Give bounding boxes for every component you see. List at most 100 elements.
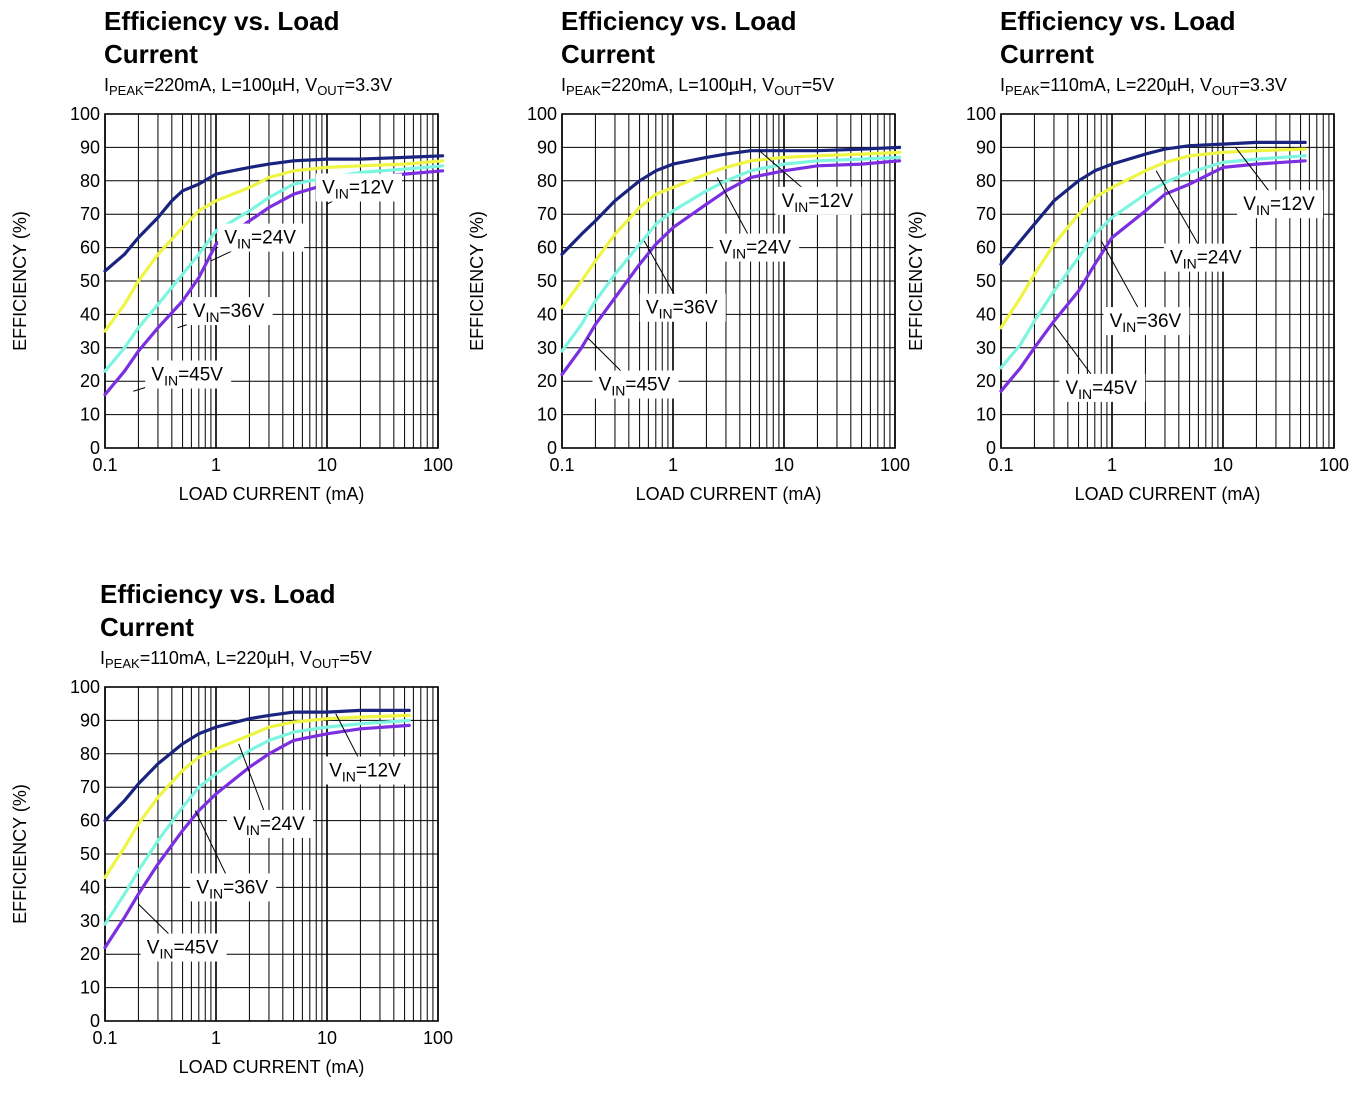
annotation-label: VIN=45V [151,365,223,389]
series-annotation: VIN=12V [1235,147,1324,219]
y-tick-label: 90 [976,137,996,157]
x-tick-label: 1 [1107,455,1117,475]
annotation-label: VIN=36V [646,298,718,322]
subtitle-part: =110mA, L=220µH, V [1039,75,1212,95]
annotation-label-bg [1103,307,1190,336]
y-tick-label: 10 [976,405,996,425]
series-annotation: VIN=24V [1155,170,1250,272]
annotation-label-bg [1059,373,1146,402]
x-tick-label: 0.1 [92,1028,117,1048]
y-tick-label: 10 [80,405,100,425]
subtitle-part: =5V [801,75,835,95]
y-tick-label: 90 [80,137,100,157]
y-tick-label: 80 [976,171,996,191]
series-line [103,713,411,879]
efficiency-chart-svg: 0 10 20 30 40 50 60 70 80 90 100 0.1 1 10 100 LOAD CURR… [906,104,1349,504]
subtitle-subscript: OUT [311,656,340,671]
y-tick-label: 100 [527,104,557,124]
efficiency-chart-svg: 0 10 20 30 40 50 60 70 80 90 100 0.1 1 10 100 LOAD CURR… [10,677,453,1077]
y-tick-label: 0 [986,438,996,458]
subtitle-part: =3.3V [1239,75,1287,95]
annotation-label: VIN=12V [1243,194,1315,218]
series-annotation: VIN=36V [639,240,726,322]
x-tick-label: 0.1 [988,455,1013,475]
y-tick-label: 30 [80,338,100,358]
y-tick-label: 60 [537,238,557,258]
subtitle-subscript: PEAK [1005,83,1040,98]
chart-subtitle: IPEAK=110mA, L=220µH, VOUT=3.3V [1000,75,1287,98]
efficiency-chart-svg: 0 10 20 30 40 50 60 70 80 90 100 0.1 1 10 100 LOAD CURR… [467,104,910,504]
series-annotation: VIN=12V [759,150,862,215]
series-annotation: VIN=45V [138,903,227,962]
x-tick-label: 0.1 [92,455,117,475]
annotation-label-bg [190,873,277,902]
annotation-label-bg [323,756,410,785]
series-line [103,718,411,926]
y-tick-label: 80 [80,171,100,191]
chart-subtitle: IPEAK=110mA, L=220µH, VOUT=5V [100,648,372,671]
y-tick-label: 0 [90,1011,100,1031]
annotation-label-bg [639,293,726,322]
series-line [560,155,902,353]
series-line [560,150,902,310]
subtitle-subscript: OUT [317,83,345,98]
series-annotation: VIN=45V [587,337,679,399]
y-tick-label: 70 [80,204,100,224]
chart-panel-3: Efficiency vs. Load Current IPEAK=110mA,… [896,5,1351,520]
y-tick-label: 0 [547,438,557,458]
annotation-label: VIN=12V [782,191,854,215]
x-tick-label: 1 [211,1028,221,1048]
series-annotation: VIN=12V [323,713,410,785]
chart-panel-1: Efficiency vs. Load Current IPEAK=220mA,… [0,5,455,520]
y-tick-label: 100 [966,104,996,124]
x-tick-label: 1 [211,455,221,475]
chart-subtitle: IPEAK=220mA, L=100µH, VOUT=5V [561,75,835,98]
series-annotation: VIN=36V [190,810,277,902]
y-tick-label: 70 [537,204,557,224]
y-axis-label: EFFICIENCY (%) [10,784,30,924]
y-tick-label: 20 [976,371,996,391]
annotation-label-bg [1163,243,1250,272]
annotation-label: VIN=24V [719,238,791,262]
annotation-label-bg [226,809,313,838]
series-annotation: VIN=12V [315,173,402,205]
annotation-label: VIN=45V [599,375,671,399]
series-annotation: VIN=24V [713,177,800,262]
series-line [999,147,1307,330]
subtitle-part: =5V [339,648,372,668]
y-tick-label: 50 [80,844,100,864]
series-annotation: VIN=24V [210,223,305,262]
chart-title-line-1: Efficiency vs. Load [100,579,336,609]
annotation-label-bg [713,233,800,262]
x-tick-label: 10 [1213,455,1233,475]
series-annotation: VIN=36V [1100,240,1190,336]
annotation-label-bg [592,370,679,399]
annotation-leader-line [1155,170,1207,258]
x-tick-label: 1 [668,455,678,475]
series-line [103,154,445,273]
annotation-label: VIN=45V [147,938,219,962]
x-tick-label: 100 [423,1028,453,1048]
series-annotation: VIN=24V [226,743,313,838]
y-tick-label: 20 [80,371,100,391]
y-tick-label: 30 [537,338,557,358]
subtitle-part: =220mA, L=100µH, V [600,75,775,95]
x-tick-label: 100 [423,455,453,475]
y-tick-label: 60 [80,811,100,831]
y-tick-label: 80 [537,171,557,191]
subtitle-part: I [100,648,106,668]
annotation-label-bg [315,173,402,202]
y-tick-label: 40 [80,304,100,324]
annotation-label: VIN=36V [1110,311,1182,335]
plot-frame [104,686,439,1022]
series-line [560,145,902,256]
subtitle-subscript: OUT [774,83,802,98]
annotation-label-bg [140,933,227,962]
series-line [103,723,411,950]
y-tick-label: 0 [90,438,100,458]
plot-frame [561,113,896,449]
subtitle-part: =220mA, L=100µH, V [143,75,318,95]
annotation-label-bg [775,186,862,215]
series-line [999,140,1307,266]
series-line [103,159,445,333]
